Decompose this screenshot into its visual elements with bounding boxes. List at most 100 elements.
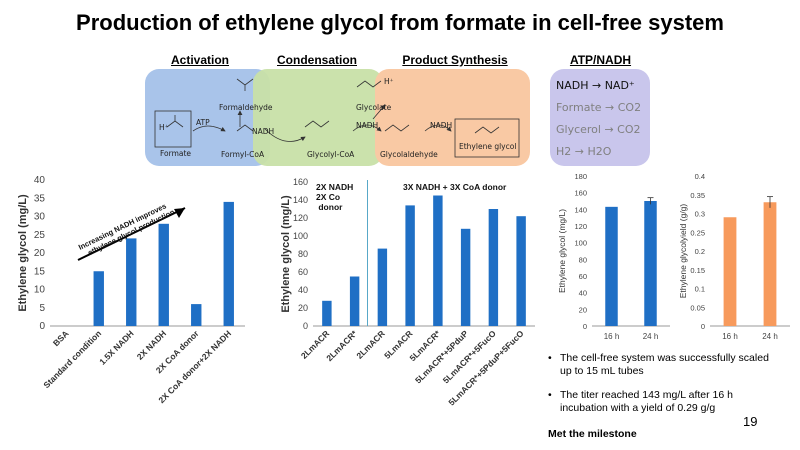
y-tick-label: 140 <box>574 205 587 214</box>
section-condensation-title: Condensation <box>277 53 357 67</box>
bar-2 <box>377 248 388 326</box>
y-tick-label: 15 <box>34 266 46 277</box>
x-tick-label: BSA <box>51 328 71 348</box>
y-tick-label: 60 <box>298 267 308 277</box>
nadh-trend-arrowhead <box>174 208 185 218</box>
y-tick-label: 35 <box>34 193 46 204</box>
slide-title: Production of ethylene glycol from forma… <box>76 10 724 35</box>
note-left-line2: 2X Co <box>316 192 340 202</box>
y-tick-label: 40 <box>298 285 308 295</box>
y-tick-label: 0.25 <box>690 228 705 237</box>
bullet-scale-up-text: The cell-free system was successfully sc… <box>560 352 769 377</box>
chart-titer: 0 20 40 60 80 100 120 140 160 180 16 h 24 h Ethylene… <box>557 172 670 341</box>
bar-1 <box>763 202 777 326</box>
y-tick-label: 30 <box>34 212 46 223</box>
bar-0 <box>723 217 737 326</box>
x-tick-label: 16 h <box>722 332 738 341</box>
atp-line-glycerol: Glycerol → CO2 <box>556 123 641 136</box>
y-tick-label: 120 <box>293 213 308 223</box>
y-tick-label: 0.3 <box>695 210 705 219</box>
y-tick-label: 80 <box>579 255 587 264</box>
y-tick-label: 40 <box>34 175 46 186</box>
milestone-text: Met the milestone <box>548 428 637 440</box>
x-tick-label: Standard condition <box>41 328 103 390</box>
bar-0 <box>605 206 618 326</box>
y-tick-label: 25 <box>34 230 46 241</box>
condensation-box <box>253 69 383 166</box>
section-activation-title: Activation <box>170 53 229 67</box>
bullet-titer-text: The titer reached 143 mg/L after 16 h in… <box>560 389 733 414</box>
y-tick-label: 180 <box>574 172 587 181</box>
product-box <box>375 69 530 166</box>
bar-1 <box>93 271 104 326</box>
nadh-label-2: NADH <box>356 121 379 130</box>
x-tick-label: 2LmACR* <box>324 328 359 363</box>
x-tick-label: 24 h <box>643 332 659 341</box>
bar-4 <box>433 195 443 326</box>
glycolate-hplus-label: H⁺ <box>384 77 394 86</box>
bar-3 <box>158 223 169 326</box>
atp-line-h2: H2 → H2O <box>556 145 612 158</box>
formaldehyde-label: Formaldehyde <box>219 103 273 112</box>
note-right: 3X NADH + 3X CoA donor <box>403 182 507 192</box>
y-tick-label: 100 <box>574 239 587 248</box>
bar-0 <box>322 300 332 326</box>
y-tick-label: 0.2 <box>695 247 705 256</box>
bar-7 <box>516 216 526 326</box>
pathway-arrows <box>154 78 520 158</box>
note-left-line3: donor <box>316 202 343 212</box>
ethylene-glycol-label: Ethylene glycol <box>459 142 517 151</box>
formate-label: Formate <box>160 149 192 158</box>
y-tick-label: 20 <box>298 303 308 313</box>
y-axis-label: Ethylene glycol (mg/L) <box>557 209 567 293</box>
y-tick-label: 10 <box>34 285 46 296</box>
glycolate-label: Glycolate <box>356 103 392 112</box>
y-tick-label: 140 <box>293 195 308 205</box>
formate-hplus-label: H⁺ <box>159 123 169 132</box>
atp-line-nadh: NADH → NAD⁺ <box>556 79 635 92</box>
y-tick-label: 0.4 <box>695 172 705 181</box>
y-tick-label: 0.1 <box>695 285 705 294</box>
chart-lmacr: 0204060801001201401602LmACR2LmACR*2LmACR… <box>280 177 535 408</box>
atp-nadh-box <box>550 69 650 166</box>
bar-6 <box>488 209 499 326</box>
bar-1 <box>349 276 360 326</box>
bullet-titer: • The titer reached 143 mg/L after 16 h i… <box>548 389 733 414</box>
x-tick-label: 1.5X NADH <box>97 328 135 366</box>
section-atp-title: ATP/NADH <box>569 53 632 67</box>
bar-1 <box>644 201 657 326</box>
bar-4 <box>191 304 202 326</box>
x-tick-label: 16 h <box>604 332 620 341</box>
y-tick-label: 80 <box>298 249 308 259</box>
nadh-label-1: NADH <box>252 127 275 136</box>
y-tick-label: 0.05 <box>690 303 705 312</box>
y-axis-label: Ethylene glycolyield (g/g) <box>678 204 688 299</box>
y-tick-label: 160 <box>574 189 587 198</box>
y-tick-label: 160 <box>293 177 308 187</box>
chart-yield: 0 0.05 0.1 0.15 0.2 0.25 0.3 0.35 0.4 16 h 24 h Eth… <box>678 172 790 341</box>
y-axis-label: Ethylene glycol (mg/L) <box>17 194 29 312</box>
y-tick-label: 5 <box>39 303 45 314</box>
y-tick-label: 0.35 <box>690 191 705 200</box>
y-tick-label: 60 <box>579 272 587 281</box>
nadh-trend-arrow <box>77 207 186 261</box>
bar-5 <box>460 228 471 326</box>
atp-label: ATP <box>196 118 210 127</box>
x-tick-label: 2LmACR <box>354 328 386 360</box>
formyl-coa-label: Formyl-CoA <box>221 150 265 159</box>
y-tick-label: 0 <box>583 322 587 331</box>
nadh-trend-note-line1: Increasing NADH improves <box>77 201 168 251</box>
section-product-title: Product Synthesis <box>402 53 508 67</box>
nadh-label-3: NADH <box>430 121 453 130</box>
atp-line-formate: Formate → CO2 <box>556 101 642 114</box>
y-axis-label: Ethylene glycol (mg/L) <box>280 195 292 313</box>
x-tick-label: 24 h <box>762 332 778 341</box>
y-tick-label: 0.15 <box>690 266 705 275</box>
note-left-line1: 2X NADH <box>316 182 356 192</box>
glycolyl-coa-label: Glycolyl-CoA <box>307 150 355 159</box>
y-tick-label: 20 <box>579 305 587 314</box>
x-tick-label: 2X NADH <box>135 328 168 361</box>
bar-5 <box>223 201 234 326</box>
bar-2 <box>126 238 137 326</box>
